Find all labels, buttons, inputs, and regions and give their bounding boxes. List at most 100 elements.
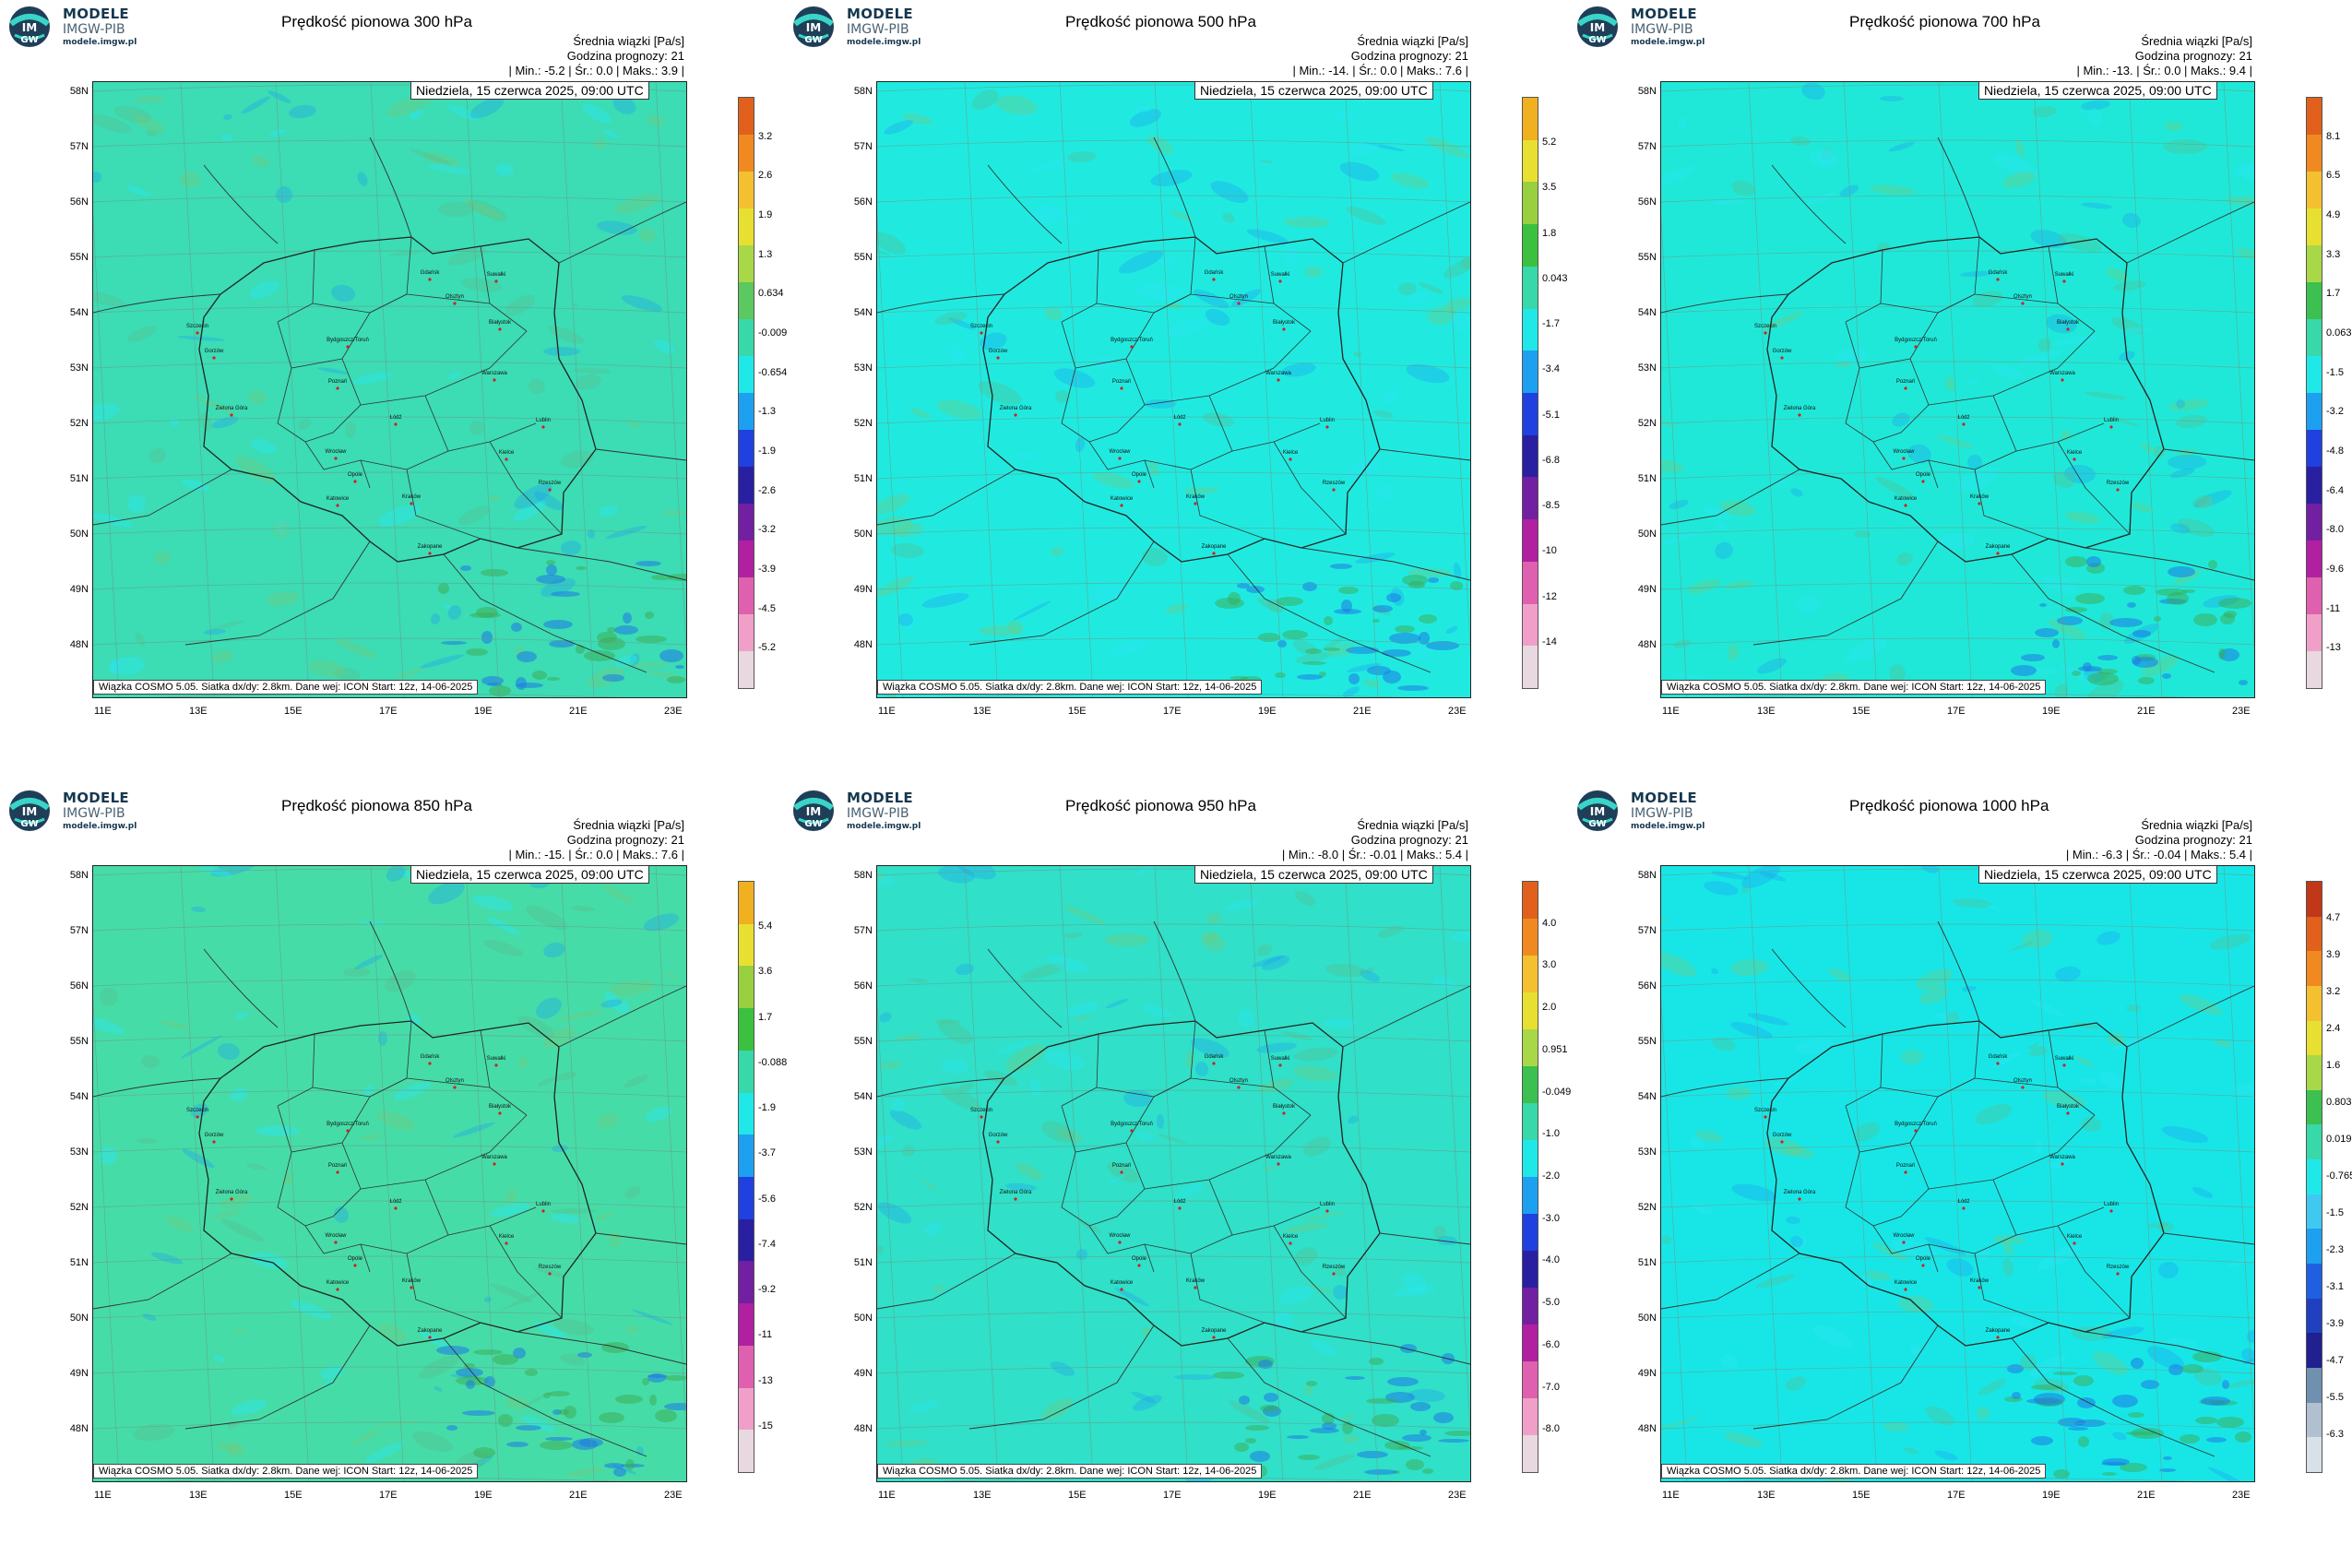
field-blob (1346, 207, 1386, 225)
field-blob (1774, 1075, 1798, 1087)
colorbar-swatch (739, 208, 754, 245)
colorbar-tick-label: -14 (1542, 636, 1557, 647)
city-label: Wrocław (1110, 449, 1132, 455)
latitude-gridline (877, 582, 1470, 590)
field-blob (1759, 871, 1787, 882)
latitude-gridline (1661, 1089, 2254, 1098)
field-blob (466, 1380, 475, 1389)
colorbar-swatch (1523, 882, 1538, 919)
field-blob (423, 151, 460, 170)
field-blob (2077, 1397, 2096, 1408)
field-blob (1888, 141, 1916, 152)
field-blob (645, 1106, 672, 1123)
field-blob (2048, 619, 2086, 639)
city-label: Gdańsk (421, 1054, 441, 1060)
city-marker (980, 331, 983, 335)
field-blob (289, 104, 316, 119)
field-blob (558, 1409, 569, 1415)
country-border (558, 201, 686, 264)
city-label: Łódź (1957, 415, 1969, 421)
city-marker (453, 1086, 457, 1089)
longitude-label: 15E (1068, 1490, 1087, 1501)
colorbar-tick-label: -13 (758, 1375, 773, 1386)
city-marker (1278, 1063, 1282, 1067)
colorbar-swatch (739, 1218, 754, 1262)
field-blob (411, 1431, 454, 1453)
colorbar-swatch (739, 1387, 754, 1431)
field-blob (2033, 105, 2057, 118)
longitude-gridline (1938, 82, 1973, 697)
brand-block: MODELE IMGW-PIB modele.imgw.pl (1631, 791, 1705, 831)
latitude-gridline (877, 527, 1470, 535)
colorbar-tick-label: -5.2 (758, 642, 776, 653)
imgw-logo-icon: IM GW (9, 790, 50, 831)
field-blob (877, 1244, 884, 1255)
field-blob (2168, 398, 2209, 411)
field-blob (1730, 958, 1769, 977)
city-marker (410, 1286, 413, 1289)
voivodeship-border (1088, 1225, 1155, 1273)
panel-title: Prędkość pionowa 300 hPa (281, 13, 472, 30)
model-credits: Wiązka COSMO 5.05. Siatka dx/dy: 2.8km. … (1661, 1464, 2047, 1479)
field-blob (1050, 1361, 1075, 1376)
latitude-label: 55N (853, 1036, 873, 1047)
city-label: Katowice (1111, 496, 1134, 502)
latitude-gridline (1661, 305, 2254, 314)
field-blob (1297, 674, 1323, 680)
field-blob (1812, 1324, 1853, 1348)
latitude-gridline (1661, 1255, 2254, 1264)
field-blob (1260, 1405, 1278, 1412)
field-blob (2239, 680, 2248, 685)
field-blob (1992, 153, 2038, 177)
field-blob (297, 419, 312, 430)
voivodeship-border (2057, 441, 2131, 535)
field-blob (375, 1111, 416, 1131)
field-blob (1063, 1002, 1100, 1016)
field-blob (1406, 1459, 1424, 1470)
colorbar-tick-label: -0.088 (758, 1057, 788, 1068)
colorbar-swatch (1523, 1398, 1538, 1435)
field-blob (1281, 362, 1316, 377)
field-blob (490, 1283, 534, 1303)
field-blob (549, 640, 575, 647)
field-blob (2031, 1436, 2053, 1445)
panel-title: Prędkość pionowa 850 hPa (281, 797, 472, 814)
field-blob (234, 1327, 245, 1333)
colorbar-tick-label: 2.4 (2326, 1023, 2341, 1034)
colorbar-swatch (739, 172, 754, 208)
field-blob (667, 676, 685, 683)
field-blob (2176, 399, 2185, 409)
colorbar-tick-label: 4.9 (2326, 209, 2341, 220)
brand-line1: MODELE (847, 790, 913, 806)
field-blob (1237, 1009, 1255, 1028)
field-blob (948, 317, 976, 330)
city-marker (2062, 1063, 2066, 1067)
city-marker (1780, 356, 1784, 360)
brand-url: modele.imgw.pl (1631, 822, 1705, 831)
city-label: Kraków (1970, 1278, 1990, 1284)
field-blob (1400, 1344, 1417, 1353)
field-blob (2064, 464, 2096, 484)
field-blob (576, 566, 587, 570)
field-blob (1107, 1162, 1140, 1182)
longitude-label: 11E (94, 706, 112, 717)
field-blob (1820, 147, 1835, 161)
city-label: Kraków (1970, 494, 1990, 500)
city-label: Katowice (327, 1280, 350, 1286)
field-blob (932, 1285, 946, 1292)
colorbar (1522, 881, 1538, 1473)
city-marker (2021, 302, 2025, 305)
city-label: Olsztyn (1229, 294, 1248, 300)
field-blob (2234, 1083, 2254, 1099)
field-blob (979, 625, 1021, 636)
latitude-label: 49N (1637, 1368, 1657, 1379)
field-background (877, 866, 1470, 1481)
forecast-date: Niedziela, 15 czerwca 2025, 09:00 UTC (1978, 81, 2217, 100)
field-blob (2081, 100, 2110, 111)
city-label: Bydgoszcz/Toruń (327, 1122, 369, 1127)
field-blob (1005, 1044, 1046, 1072)
field-blob (1810, 149, 1837, 168)
country-border (443, 553, 647, 673)
field-blob (2073, 1022, 2100, 1029)
field-blob (1975, 1103, 2012, 1125)
